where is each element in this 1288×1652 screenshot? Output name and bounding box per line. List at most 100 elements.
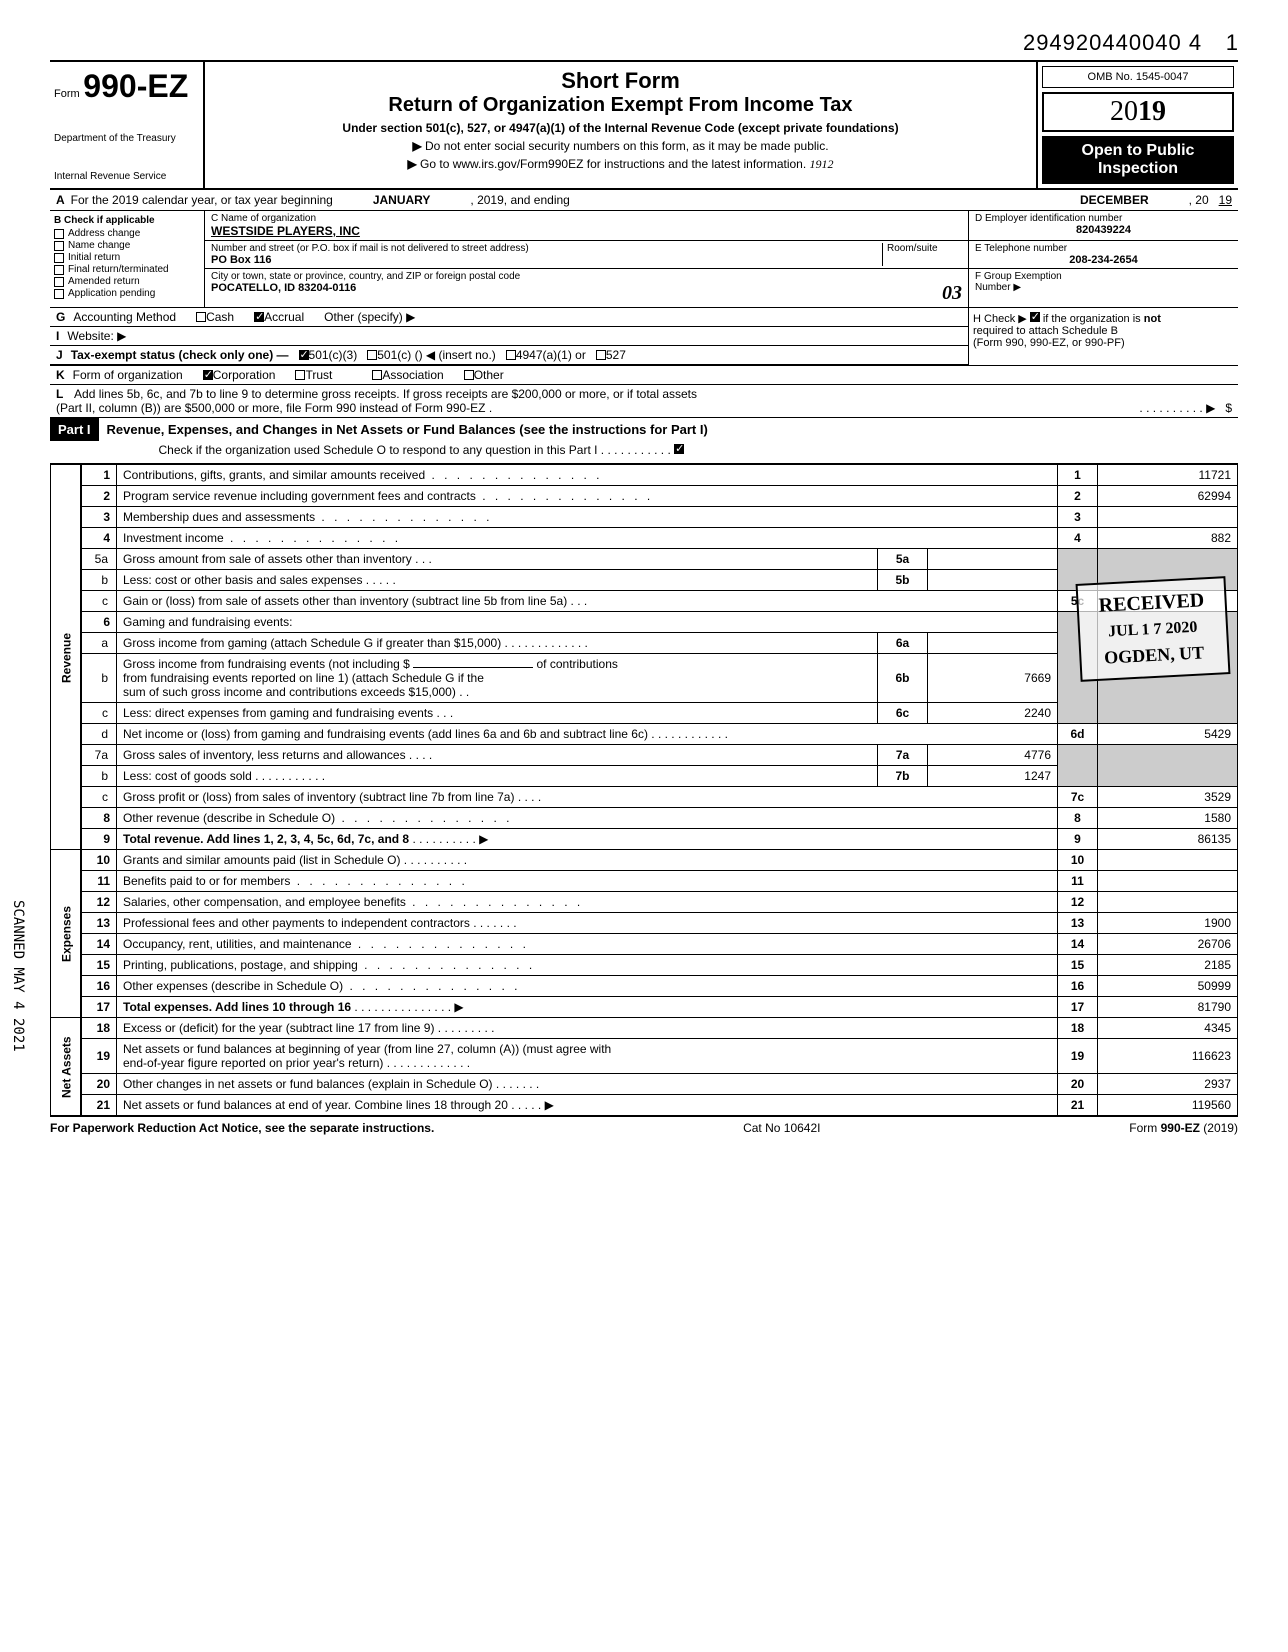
check-address-change[interactable]: Address change [54, 228, 200, 239]
line-12: 12 Salaries, other compensation, and emp… [51, 892, 1238, 913]
check-final-return[interactable]: Final return/terminated [54, 264, 200, 275]
line-13-value: 1900 [1098, 913, 1238, 934]
line-10: Expenses 10 Grants and similar amounts p… [51, 850, 1238, 871]
line-9-value: 86135 [1098, 829, 1238, 850]
check-501c[interactable] [367, 350, 377, 360]
line-16: 16 Other expenses (describe in Schedule … [51, 976, 1238, 997]
line-13: 13 Professional fees and other payments … [51, 913, 1238, 934]
line-6: 6 Gaming and fundraising events: [51, 612, 1238, 633]
goto-url: ▶ Go to www.irs.gov/Form990EZ for instru… [215, 157, 1026, 172]
top-tracking-number: 294920440040 4 [1023, 30, 1202, 55]
line-1-value: 11721 [1098, 465, 1238, 486]
part1-subtitle: Check if the organization used Schedule … [99, 441, 1238, 463]
check-4947[interactable] [506, 350, 516, 360]
part1-header-row: Part I Revenue, Expenses, and Changes in… [50, 418, 1238, 464]
section-bcdef: B Check if applicable Address change Nam… [50, 211, 1238, 308]
header-center: Short Form Return of Organization Exempt… [205, 62, 1038, 188]
check-527[interactable] [596, 350, 606, 360]
check-h[interactable] [1030, 312, 1040, 322]
form-header: Form 990-EZ Department of the Treasury I… [50, 60, 1238, 190]
line-15: 15 Printing, publications, postage, and … [51, 955, 1238, 976]
tax-year: 2019 [1042, 92, 1234, 132]
room-label: Room/suite [887, 243, 962, 254]
line-11: 11 Benefits paid to or for members 11 [51, 871, 1238, 892]
form-prefix: Form [54, 88, 80, 100]
under-section: Under section 501(c), 527, or 4947(a)(1)… [215, 121, 1026, 135]
expenses-sidelabel: Expenses [51, 850, 81, 1018]
line-18: Net Assets 18 Excess or (deficit) for th… [51, 1018, 1238, 1039]
check-name-change[interactable]: Name change [54, 240, 200, 251]
line-7a-value: 4776 [928, 745, 1058, 766]
check-initial-return[interactable]: Initial return [54, 252, 200, 263]
line-16-value: 50999 [1098, 976, 1238, 997]
check-other-org[interactable] [464, 370, 474, 380]
line-5c: c Gain or (loss) from sale of assets oth… [51, 591, 1238, 612]
line-18-value: 4345 [1098, 1018, 1238, 1039]
d-label: D Employer identification number [975, 213, 1232, 224]
line-6b-value: 7669 [928, 654, 1058, 703]
check-association[interactable] [372, 370, 382, 380]
row-h: H Check ▶ if the organization is not req… [968, 308, 1238, 365]
line-8: 8 Other revenue (describe in Schedule O)… [51, 808, 1238, 829]
line-7c-value: 3529 [1098, 787, 1238, 808]
line-14-value: 26706 [1098, 934, 1238, 955]
row-i: I Website: ▶ [50, 327, 968, 346]
check-cash[interactable] [196, 312, 206, 322]
line-12-value [1098, 892, 1238, 913]
row-g: G Accounting Method Cash Accrual Other (… [50, 308, 968, 327]
handwritten-03: 03 [942, 282, 962, 305]
month-beginning: JANUARY [373, 193, 431, 207]
line-5a: 5a Gross amount from sale of assets othe… [51, 549, 1238, 570]
line-5b-value [928, 570, 1058, 591]
line-17: 17 Total expenses. Add lines 10 through … [51, 997, 1238, 1018]
line-5a-value [928, 549, 1058, 570]
po-box: PO Box 116 [211, 254, 882, 266]
row-l: L Add lines 5b, 6c, and 7b to line 9 to … [50, 385, 1238, 418]
f-label: F Group Exemption [975, 271, 1232, 282]
netassets-sidelabel: Net Assets [51, 1018, 81, 1116]
footer: For Paperwork Reduction Act Notice, see … [50, 1116, 1238, 1139]
footer-cat: Cat No 10642I [743, 1121, 820, 1135]
addr-label: Number and street (or P.O. box if mail i… [211, 243, 882, 254]
revenue-sidelabel: Revenue [51, 465, 81, 850]
line-19-value: 116623 [1098, 1039, 1238, 1074]
dept-irs: Internal Revenue Service [54, 171, 199, 182]
check-501c3[interactable] [299, 350, 309, 360]
header-right: OMB No. 1545-0047 2019 Open to Public In… [1038, 62, 1238, 188]
check-corporation[interactable] [203, 370, 213, 380]
check-schedule-o[interactable] [674, 444, 684, 454]
telephone: 208-234-2654 [975, 254, 1232, 266]
ein: 820439224 [975, 224, 1232, 236]
check-pending[interactable]: Application pending [54, 288, 200, 299]
check-amended[interactable]: Amended return [54, 276, 200, 287]
return-title: Return of Organization Exempt From Incom… [215, 94, 1026, 117]
f-label2: Number ▶ [975, 282, 1232, 293]
c-label: C Name of organization [211, 213, 962, 224]
line-1: Revenue 1 Contributions, gifts, grants, … [51, 465, 1238, 486]
omb-number: OMB No. 1545-0047 [1042, 66, 1234, 88]
line-2-value: 62994 [1098, 486, 1238, 507]
line-4: 4 Investment income 4 882 [51, 528, 1238, 549]
header-left: Form 990-EZ Department of the Treasury I… [50, 62, 205, 188]
line-17-value: 81790 [1098, 997, 1238, 1018]
form-number: 990-EZ [83, 68, 188, 104]
check-trust[interactable] [295, 370, 305, 380]
row-k: K Form of organization Corporation Trust… [50, 366, 1238, 385]
line-20: 20 Other changes in net assets or fund b… [51, 1074, 1238, 1095]
org-name: WESTSIDE PLAYERS, INC [211, 224, 962, 238]
line-3-value [1098, 507, 1238, 528]
top-header: 294920440040 4 1 [50, 30, 1238, 56]
footer-form: Form 990-EZ (2019) [1129, 1121, 1238, 1135]
line-6c-value: 2240 [928, 703, 1058, 724]
line-21-value: 119560 [1098, 1095, 1238, 1116]
line-4-value: 882 [1098, 528, 1238, 549]
row-a-tax-year: A For the 2019 calendar year, or tax yea… [50, 190, 1238, 211]
e-label: E Telephone number [975, 243, 1232, 254]
line-7c: c Gross profit or (loss) from sales of i… [51, 787, 1238, 808]
check-accrual[interactable] [254, 312, 264, 322]
part1-title: Revenue, Expenses, and Changes in Net As… [99, 418, 1238, 441]
line-6d-value: 5429 [1098, 724, 1238, 745]
main-form-table: Revenue 1 Contributions, gifts, grants, … [50, 464, 1238, 1116]
line-19: 19 Net assets or fund balances at beginn… [51, 1039, 1238, 1074]
do-not-enter: ▶ Do not enter social security numbers o… [215, 139, 1026, 153]
